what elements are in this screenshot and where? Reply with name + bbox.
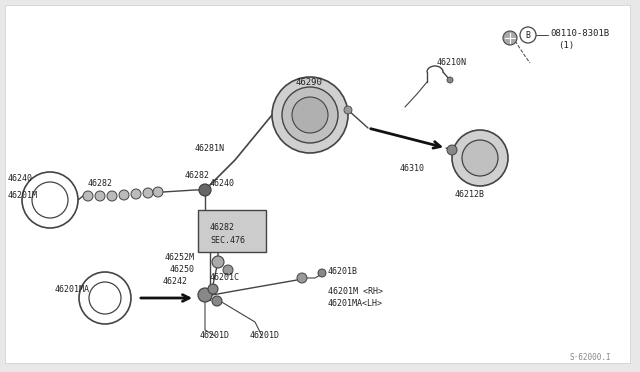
Circle shape <box>344 106 352 114</box>
Text: 46240: 46240 <box>8 173 33 183</box>
Circle shape <box>199 184 211 196</box>
Circle shape <box>208 284 218 294</box>
Text: S·62000.I: S·62000.I <box>570 353 612 362</box>
Circle shape <box>83 191 93 201</box>
Text: 46201M: 46201M <box>8 190 38 199</box>
Text: 46282: 46282 <box>88 179 113 187</box>
Circle shape <box>198 288 212 302</box>
FancyBboxPatch shape <box>5 5 630 363</box>
Circle shape <box>503 31 517 45</box>
Circle shape <box>447 145 457 155</box>
Text: 46201M <RH>: 46201M <RH> <box>328 288 383 296</box>
Circle shape <box>520 27 536 43</box>
Text: SEC.476: SEC.476 <box>210 235 245 244</box>
Circle shape <box>212 256 224 268</box>
Text: 46201D: 46201D <box>250 331 280 340</box>
Circle shape <box>282 87 338 143</box>
Text: 46242: 46242 <box>163 278 188 286</box>
Text: 46252M: 46252M <box>165 253 195 263</box>
Circle shape <box>272 77 348 153</box>
Circle shape <box>131 189 141 199</box>
Text: 46282: 46282 <box>210 222 235 231</box>
Text: (1): (1) <box>558 41 574 49</box>
Text: B: B <box>525 31 531 39</box>
Circle shape <box>212 296 222 306</box>
Circle shape <box>447 77 453 83</box>
Text: 46250: 46250 <box>170 266 195 275</box>
Text: 46240: 46240 <box>210 179 235 187</box>
Circle shape <box>119 190 129 200</box>
Circle shape <box>452 130 508 186</box>
Circle shape <box>292 97 328 133</box>
Text: 46212B: 46212B <box>455 189 485 199</box>
Circle shape <box>95 191 105 201</box>
Text: 46201D: 46201D <box>200 331 230 340</box>
Circle shape <box>107 191 117 201</box>
Text: 46282: 46282 <box>185 170 210 180</box>
Circle shape <box>153 187 163 197</box>
Text: 46201MA: 46201MA <box>55 285 90 295</box>
Circle shape <box>223 265 233 275</box>
Circle shape <box>462 140 498 176</box>
Text: 46201B: 46201B <box>328 267 358 276</box>
Text: 46290: 46290 <box>295 77 322 87</box>
Text: 46281N: 46281N <box>195 144 225 153</box>
Circle shape <box>143 188 153 198</box>
FancyBboxPatch shape <box>198 210 266 252</box>
Text: 46201MA<LH>: 46201MA<LH> <box>328 298 383 308</box>
Text: 08110-8301B: 08110-8301B <box>550 29 609 38</box>
Text: 46201C: 46201C <box>210 273 240 282</box>
Circle shape <box>318 269 326 277</box>
Text: 46210N: 46210N <box>437 58 467 67</box>
Circle shape <box>297 273 307 283</box>
Text: 46310: 46310 <box>400 164 425 173</box>
